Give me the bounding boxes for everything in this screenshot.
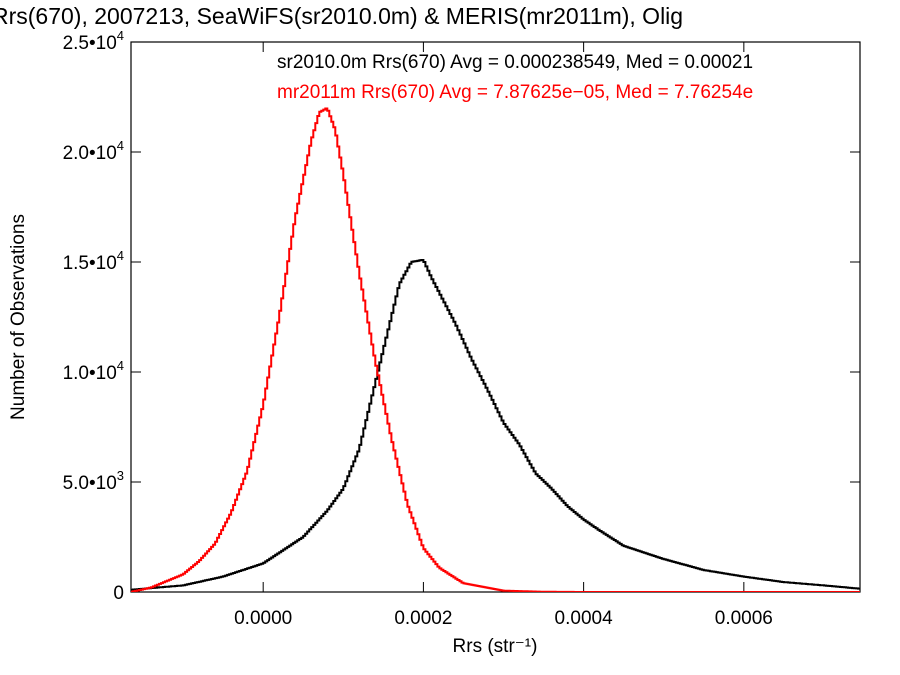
series-line-1 — [131, 259, 860, 591]
y-tick-label: 2.5•104 — [63, 28, 124, 54]
x-tick-label: 0.0006 — [715, 608, 773, 629]
y-tick-label: 1.5•104 — [63, 248, 124, 274]
chart-title: Rrs(670), 2007213, SeaWiFS(sr2010.0m) & … — [0, 3, 683, 29]
y-tick-label: 1.0•104 — [63, 358, 124, 384]
x-tick-label: 0.0000 — [234, 608, 292, 629]
x-axis: 0.0000 0.0002 0.0004 0.0006 — [234, 42, 773, 629]
legend-series-1: sr2010.0m Rrs(670) Avg = 0.000238549, Me… — [277, 52, 753, 73]
x-tick-label: 0.0004 — [555, 608, 614, 629]
series-line-2 — [131, 107, 860, 592]
y-tick-label: 0 — [113, 583, 124, 604]
y-tick-label: 5.0•103 — [63, 468, 124, 494]
y-axis-title: Number of Observations — [8, 214, 29, 420]
x-tick-label: 0.0002 — [394, 608, 452, 629]
series-layer — [131, 107, 860, 592]
legend-series-2: mr2011m Rrs(670) Avg = 7.87625e−05, Med … — [277, 82, 753, 103]
y-axis: 0 5.0•103 1.0•104 1.5•104 2.0•104 2.5•104 — [63, 28, 860, 604]
x-axis-title: Rrs (str⁻¹) — [453, 636, 538, 657]
plot-frame — [130, 41, 861, 593]
y-tick-label: 2.0•104 — [63, 138, 124, 164]
